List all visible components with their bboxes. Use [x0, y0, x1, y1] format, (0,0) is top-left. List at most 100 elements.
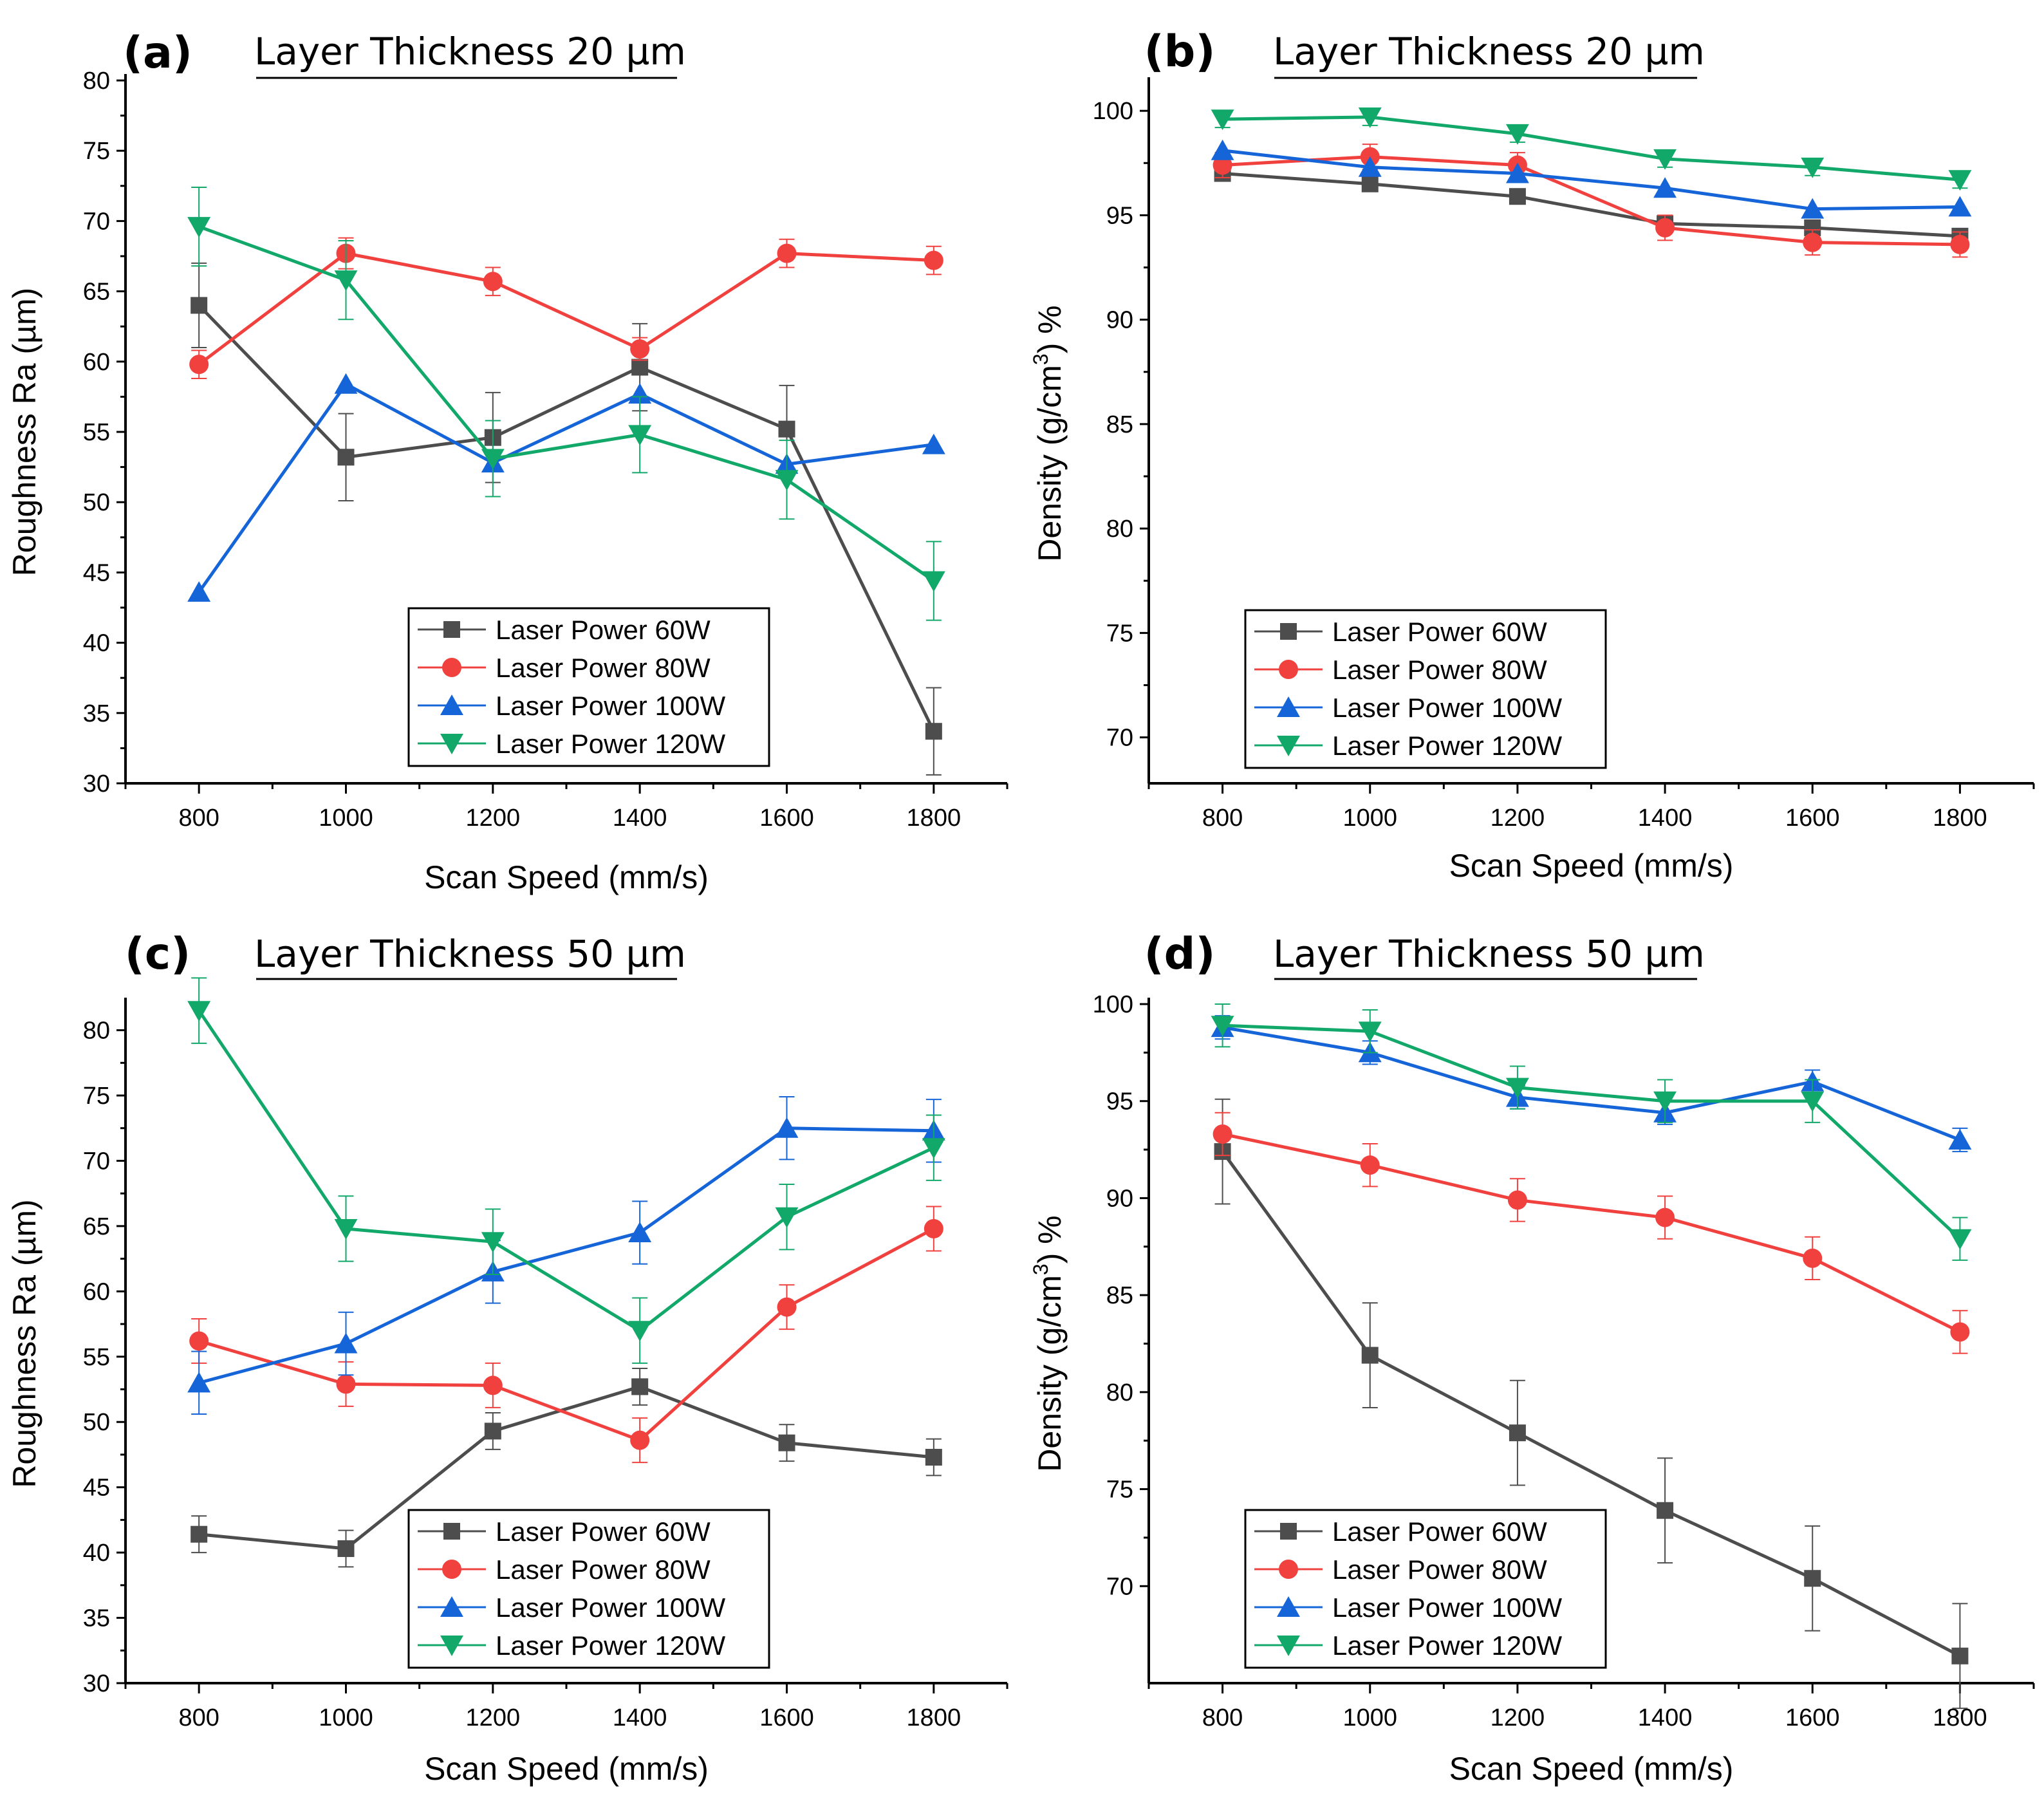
- legend-marker: [440, 734, 463, 754]
- y-tick-label: 85: [1106, 411, 1133, 438]
- series-laser-power-100w: [187, 1096, 945, 1415]
- legend-label: Laser Power 120W: [496, 729, 726, 759]
- y-tick-label: 75: [83, 138, 110, 165]
- series-line: [1222, 1025, 1961, 1142]
- series-laser-power-80w: [1212, 1112, 1970, 1354]
- x-tick-label: 1800: [907, 1704, 962, 1731]
- data-point: [630, 339, 650, 359]
- legend-label: Laser Power 60W: [1332, 617, 1547, 647]
- legend-marker: [1277, 1636, 1300, 1656]
- x-tick-label: 1200: [466, 1704, 521, 1731]
- data-point: [777, 243, 797, 263]
- y-axis-title: Density (g/cm3) %: [1029, 1215, 1068, 1471]
- x-tick-label: 1800: [907, 805, 962, 832]
- y-tick-label: 85: [1106, 1282, 1133, 1309]
- data-point: [187, 581, 211, 602]
- data-point: [334, 1219, 358, 1240]
- data-point: [1361, 175, 1379, 192]
- data-point: [187, 217, 211, 238]
- data-point: [1505, 124, 1529, 145]
- data-point: [1211, 1016, 1234, 1037]
- y-tick-label: 90: [1106, 1185, 1133, 1212]
- legend: Laser Power 60W Laser Power 80W Laser Powe…: [1244, 609, 1607, 769]
- series-laser-power-60w: [1214, 1098, 1969, 1710]
- data-point: [1948, 1129, 1972, 1150]
- data-point: [775, 1117, 799, 1138]
- data-point: [336, 1374, 356, 1394]
- data-point: [1505, 162, 1529, 183]
- data-point: [1801, 1091, 1825, 1112]
- x-tick-label: 1400: [613, 1704, 667, 1731]
- series-line: [1222, 1132, 1961, 1334]
- data-point: [1509, 1424, 1526, 1442]
- data-point: [187, 1372, 211, 1393]
- data-point: [483, 1375, 503, 1395]
- x-tick-label: 1400: [1638, 805, 1693, 832]
- legend-label: Laser Power 60W: [496, 615, 711, 645]
- data-point: [628, 383, 652, 404]
- legend-label: Laser Power 120W: [1332, 1630, 1563, 1661]
- y-tick-label: 50: [83, 489, 110, 516]
- x-tick-label: 1200: [466, 805, 521, 832]
- data-point: [483, 272, 503, 292]
- series-line: [1222, 155, 1960, 247]
- y-tick-label: 40: [83, 1540, 110, 1567]
- legend-label: Laser Power 60W: [496, 1516, 711, 1547]
- x-axis-title: Scan Speed (mm/s): [424, 1751, 709, 1787]
- series-laser-power-120w: [187, 186, 945, 621]
- data-point: [1801, 198, 1825, 219]
- y-tick-label: 70: [83, 208, 110, 235]
- data-point: [481, 1232, 505, 1253]
- series-laser-power-120w: [1211, 1003, 1972, 1261]
- data-point: [924, 250, 943, 270]
- series-line: [1222, 149, 1960, 211]
- x-tick-label: 1800: [1933, 805, 1987, 832]
- x-tick-label: 1000: [319, 805, 373, 832]
- legend-label: Laser Power 80W: [1332, 1554, 1547, 1585]
- data-point: [334, 1332, 358, 1354]
- data-point: [924, 1218, 943, 1238]
- y-tick-label: 65: [83, 279, 110, 306]
- x-tick-label: 1000: [1343, 805, 1397, 832]
- x-tick-label: 1600: [759, 805, 814, 832]
- data-point: [334, 270, 358, 292]
- y-tick-label: 90: [1106, 307, 1133, 334]
- data-point: [1653, 1091, 1677, 1112]
- y-tick-label: 40: [83, 630, 110, 657]
- data-point: [1358, 107, 1382, 128]
- series-laser-power-100w: [187, 373, 945, 602]
- x-axis-title: Scan Speed (mm/s): [424, 859, 709, 895]
- series-line: [1222, 115, 1960, 182]
- data-point: [1950, 1322, 1970, 1342]
- data-point: [628, 1321, 652, 1342]
- legend: Laser Power 60W Laser Power 80W Laser Powe…: [407, 1509, 770, 1669]
- data-point: [189, 355, 209, 375]
- y-tick-label: 100: [1093, 98, 1133, 125]
- data-point: [1360, 1155, 1380, 1175]
- y-tick-label: 45: [83, 559, 110, 586]
- chart-panel-c: (c) Layer Thickness 50 µm 30 35 40 45 50 55 60 65…: [6, 929, 1008, 1787]
- legend-label: Laser Power 100W: [1332, 693, 1563, 723]
- panel-label: (d): [1144, 929, 1216, 980]
- y-tick-label: 95: [1106, 202, 1133, 229]
- data-point: [189, 1331, 209, 1351]
- series-laser-power-60w: [190, 1368, 942, 1568]
- data-point: [1358, 1021, 1382, 1043]
- legend-label: Laser Power 100W: [496, 1592, 726, 1623]
- series-line: [198, 1384, 934, 1551]
- legend-marker: [440, 1596, 463, 1617]
- data-point: [334, 373, 358, 394]
- x-tick-label: 1200: [1491, 1704, 1545, 1731]
- x-tick-label: 800: [178, 1704, 219, 1731]
- series-line: [1222, 172, 1960, 238]
- series-line: [1221, 1150, 1961, 1658]
- y-tick-label: 60: [83, 1278, 110, 1305]
- legend-marker: [1280, 623, 1297, 640]
- legend-marker: [1280, 1523, 1297, 1540]
- y-tick-label: 50: [83, 1409, 110, 1436]
- x-tick-label: 800: [1202, 805, 1243, 832]
- data-point: [1655, 1207, 1675, 1227]
- data-point: [925, 723, 942, 740]
- data-point: [630, 1430, 650, 1450]
- data-point: [922, 433, 945, 454]
